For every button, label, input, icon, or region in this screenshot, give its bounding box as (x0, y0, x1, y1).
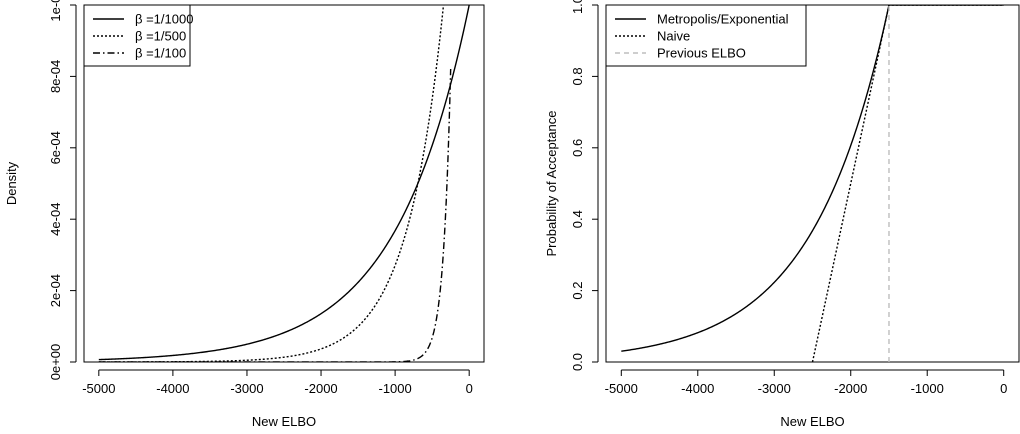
y-tick-label: 4e-04 (48, 203, 63, 236)
x-axis: -5000 -4000 -3000 -2000 -1000 0 (82, 369, 473, 396)
x-axis-label: New ELBO (252, 414, 316, 429)
legend-label: β =1/100 (135, 46, 186, 61)
x-tick-label: 0 (1000, 381, 1007, 396)
x-tick-label: -3000 (230, 381, 263, 396)
legend-label: Naive (657, 29, 690, 44)
y-axis: 0e+00 2e-04 4e-04 6e-04 8e-04 1e-03 (48, 0, 77, 381)
y-tick-label: 6e-04 (48, 131, 63, 164)
x-tick-label: -1000 (378, 381, 411, 396)
x-tick-label: -3000 (758, 381, 791, 396)
x-tick-label: -1000 (911, 381, 944, 396)
legend-label: Metropolis/Exponential (657, 12, 789, 27)
legend-label: β =1/500 (135, 29, 186, 44)
x-tick-label: -4000 (681, 381, 714, 396)
y-tick-label: 0e+00 (48, 344, 63, 381)
series-line-2 (811, 5, 1004, 362)
y-tick-label: 0.8 (570, 67, 585, 85)
series-group (98, 5, 470, 362)
legend-box (83, 4, 191, 67)
legend-label: β =1/1000 (135, 12, 193, 27)
x-tick-label: -2000 (834, 381, 867, 396)
x-tick-label: -5000 (82, 381, 115, 396)
y-tick-label: 8e-04 (48, 60, 63, 93)
y-tick-label: 1.0 (570, 0, 585, 14)
y-tick-label: 0.0 (570, 353, 585, 371)
y-axis-label: Probability of Acceptance (544, 111, 559, 257)
x-tick-label: -5000 (605, 381, 638, 396)
y-tick-label: 0.4 (570, 210, 585, 228)
series-line-1 (621, 5, 1004, 352)
y-tick-label: 1e-03 (48, 0, 63, 22)
y-axis-label: Density (4, 161, 19, 205)
series-line-1 (98, 5, 470, 361)
y-axis: 0.0 0.2 0.4 0.6 0.8 1.0 (570, 0, 599, 371)
y-tick-label: 2e-04 (48, 274, 63, 307)
series-line-3 (98, 68, 452, 362)
series-group (621, 5, 1004, 362)
panel-2: -5000 -4000 -3000 -2000 -1000 0 New ELBO 0.0 0.2… (544, 0, 1020, 429)
x-tick-label: 0 (466, 381, 473, 396)
legend-label: Previous ELBO (657, 46, 746, 61)
panel-1: -5000 -4000 -3000 -2000 -1000 0 New ELBO 0e+00 2… (4, 0, 485, 429)
x-axis: -5000 -4000 -3000 -2000 -1000 0 (605, 369, 1007, 396)
legend: β =1/1000 β =1/500 β =1/100 (83, 4, 193, 67)
x-tick-label: -4000 (156, 381, 189, 396)
y-tick-label: 0.6 (570, 139, 585, 157)
x-tick-label: -2000 (304, 381, 337, 396)
x-axis-label: New ELBO (780, 414, 844, 429)
y-tick-label: 0.2 (570, 282, 585, 300)
legend: Metropolis/Exponential Naive Previous ELBO (605, 4, 807, 67)
